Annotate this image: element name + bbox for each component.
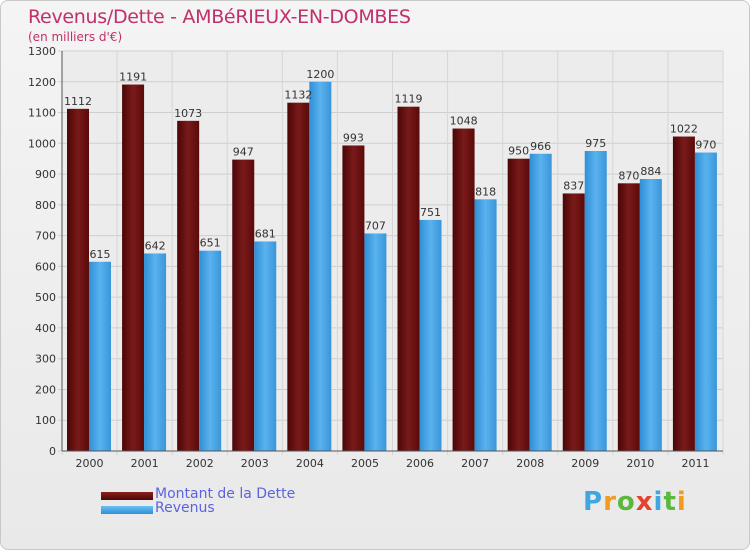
y-tick-label: 500 <box>35 291 56 304</box>
y-tick-label: 300 <box>35 353 56 366</box>
x-tick-label: 2000 <box>76 457 104 470</box>
legend-label-dette: Montant de la Dette <box>155 486 296 502</box>
chart-title: Revenus/Dette - AMBéRIEUX-EN-DOMBES <box>28 6 411 28</box>
bar-dette <box>507 158 530 451</box>
y-tick-label: 800 <box>35 199 56 212</box>
bar-revenus <box>309 81 332 452</box>
data-label-dette: 1191 <box>119 71 147 84</box>
data-label-dette: 1048 <box>450 115 478 128</box>
data-label-revenus: 966 <box>530 140 551 153</box>
chart-subtitle: (en milliers d'€) <box>28 30 123 44</box>
x-tick-label: 2006 <box>406 457 434 470</box>
y-tick-label: 1100 <box>28 107 56 120</box>
x-tick-label: 2009 <box>571 457 599 470</box>
bar-dette <box>672 136 695 452</box>
y-tick-label: 1000 <box>28 137 56 150</box>
data-label-dette: 1119 <box>395 93 423 106</box>
y-tick-label: 900 <box>35 168 56 181</box>
x-tick-label: 2011 <box>681 457 709 470</box>
bar-revenus <box>529 153 552 451</box>
x-tick-label: 2005 <box>351 457 379 470</box>
bar-dette <box>562 193 585 451</box>
x-tick-label: 2004 <box>296 457 324 470</box>
data-label-dette: 1022 <box>670 123 698 136</box>
y-tick-label: 700 <box>35 230 56 243</box>
y-tick-label: 1200 <box>28 76 56 89</box>
bar-revenus <box>144 253 167 451</box>
x-tick-label: 2002 <box>186 457 214 470</box>
data-label-dette: 837 <box>563 179 584 192</box>
axis-layer: 0 100 200 300 400 500 600 700 800 900 1000 1100 1200… <box>28 45 723 470</box>
bar-dette <box>67 108 89 451</box>
legend-swatch-dette <box>101 492 153 500</box>
x-tick-label: 2008 <box>516 457 544 470</box>
data-label-dette: 1073 <box>174 107 202 120</box>
bar-dette <box>397 106 420 451</box>
data-label-dette: 950 <box>508 145 529 158</box>
data-label-revenus: 751 <box>420 206 441 219</box>
data-label-revenus: 651 <box>200 237 221 250</box>
labels-layer: 1112 615 1191 642 1073 651 947 681 1132 1200 993 70… <box>64 68 716 261</box>
bar-dette <box>342 145 365 451</box>
brand-logo: Proxiti <box>583 487 687 517</box>
bar-revenus <box>694 152 717 452</box>
bar-revenus <box>639 179 662 451</box>
x-tick-label: 2003 <box>241 457 269 470</box>
y-tick-label: 100 <box>35 414 56 427</box>
data-label-revenus: 707 <box>365 219 386 232</box>
data-label-revenus: 615 <box>90 248 111 261</box>
data-label-revenus: 884 <box>640 165 661 178</box>
y-tick-label: 400 <box>35 322 56 335</box>
y-tick-label: 600 <box>35 260 56 273</box>
bar-dette <box>177 120 200 451</box>
bar-revenus <box>584 151 607 451</box>
bar-dette <box>617 183 640 452</box>
bars-layer <box>67 81 717 452</box>
legend-swatch-revenus <box>101 506 153 514</box>
bar-revenus <box>474 199 497 451</box>
bar-dette <box>232 159 255 451</box>
x-tick-label: 2007 <box>461 457 489 470</box>
bar-revenus <box>254 241 277 451</box>
data-label-dette: 1112 <box>64 95 92 108</box>
data-label-revenus: 818 <box>475 185 496 198</box>
x-tick-label: 2001 <box>131 457 159 470</box>
bar-revenus <box>419 219 442 451</box>
y-tick-label: 0 <box>49 445 56 458</box>
data-label-revenus: 681 <box>255 227 276 240</box>
y-tick-label: 200 <box>35 383 56 396</box>
data-label-dette: 947 <box>233 146 254 159</box>
data-label-revenus: 642 <box>145 239 166 252</box>
bar-dette <box>287 102 310 451</box>
data-label-revenus: 1200 <box>306 68 334 81</box>
data-label-dette: 1132 <box>284 89 312 102</box>
data-label-dette: 870 <box>618 169 639 182</box>
bar-dette <box>122 84 145 452</box>
bar-revenus <box>199 250 222 451</box>
data-label-revenus: 970 <box>695 139 716 152</box>
y-tick-label: 1300 <box>28 45 56 58</box>
bar-revenus <box>364 233 387 451</box>
data-label-revenus: 975 <box>585 137 606 150</box>
grid-layer <box>58 50 724 455</box>
data-label-dette: 993 <box>343 131 364 144</box>
x-tick-label: 2010 <box>626 457 654 470</box>
bar-revenus <box>89 261 111 451</box>
legend-label-revenus: Revenus <box>155 500 215 516</box>
bar-dette <box>452 128 475 451</box>
